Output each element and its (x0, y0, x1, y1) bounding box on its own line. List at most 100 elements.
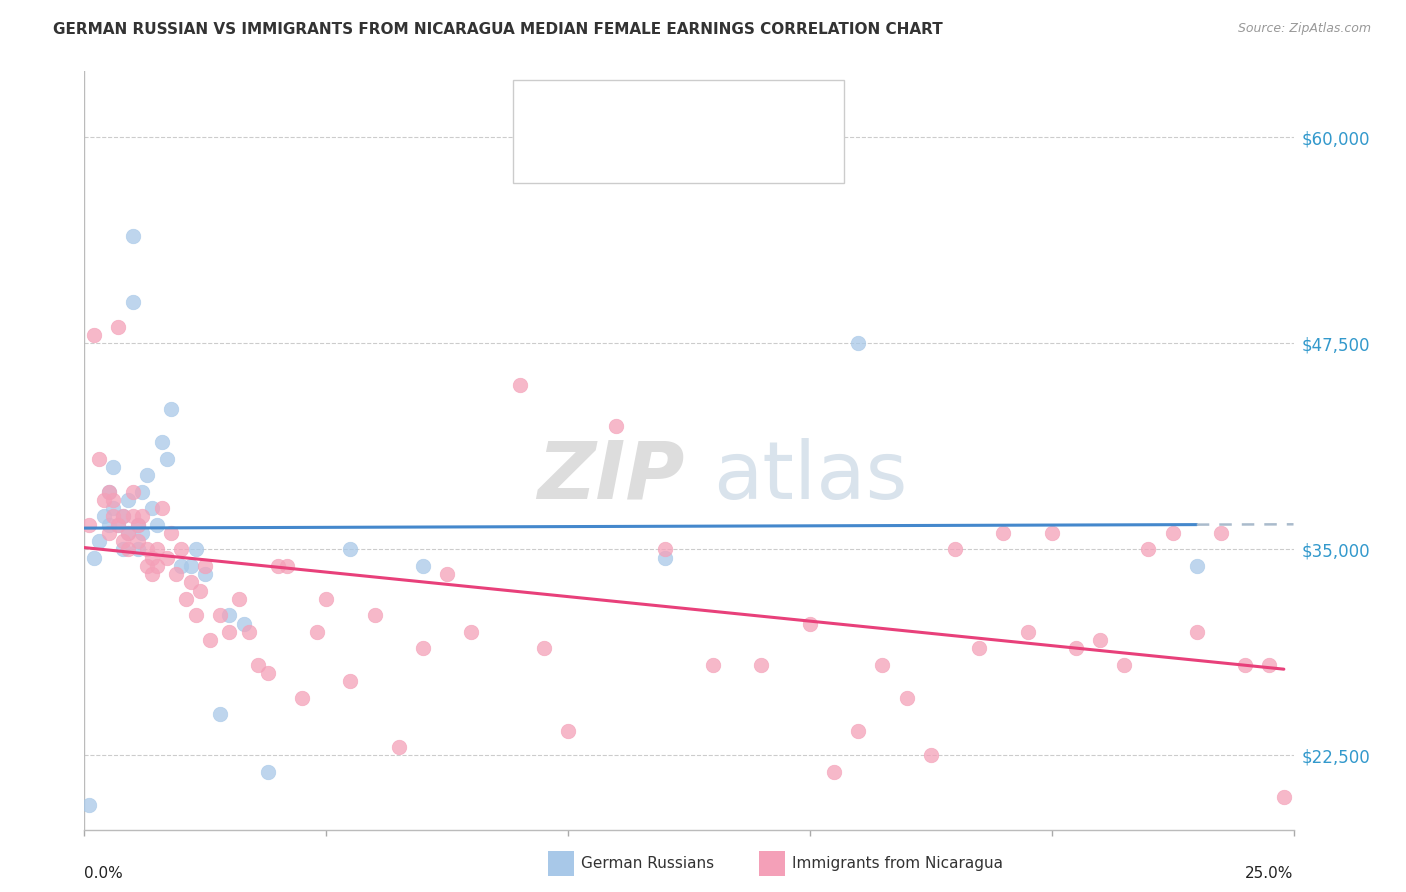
Point (112, 542, 135, 557)
Text: 38: 38 (738, 104, 761, 123)
Point (194, 558, 217, 573)
Point (1185, 558, 1208, 573)
Point (77, 517, 100, 532)
Point (654, 550, 676, 565)
Point (117, 525, 139, 540)
Point (127, 542, 149, 557)
Point (77, 797, 100, 812)
Text: -0.311: -0.311 (614, 151, 673, 169)
Point (1114, 657, 1136, 672)
Point (107, 517, 129, 532)
Point (1064, 641, 1087, 656)
Text: Source: ZipAtlas.com: Source: ZipAtlas.com (1237, 22, 1371, 36)
Point (238, 624, 260, 639)
Point (146, 542, 169, 557)
Point (141, 550, 163, 565)
Text: ZIP: ZIP (537, 438, 685, 516)
Point (388, 740, 411, 755)
Point (146, 558, 169, 573)
Point (208, 707, 231, 722)
Point (823, 764, 845, 779)
Point (228, 591, 250, 606)
Point (136, 558, 159, 573)
Point (83, 328, 105, 343)
Text: 25.0%: 25.0% (1246, 866, 1294, 880)
Point (412, 558, 434, 573)
Point (846, 336, 869, 351)
Point (247, 657, 270, 672)
Point (751, 657, 773, 672)
Point (121, 509, 143, 524)
Point (160, 402, 183, 417)
Point (170, 542, 193, 557)
Point (184, 542, 207, 557)
Point (141, 501, 163, 516)
Point (103, 459, 125, 474)
Point (208, 608, 231, 623)
Text: 0.0%: 0.0% (84, 866, 124, 880)
Point (1272, 789, 1295, 804)
Point (97, 517, 120, 532)
Point (194, 567, 217, 582)
Point (121, 484, 143, 499)
Point (1017, 624, 1039, 639)
Point (315, 591, 337, 606)
Point (654, 542, 676, 557)
Point (436, 567, 458, 582)
Point (943, 542, 966, 557)
Point (155, 550, 177, 565)
Point (127, 517, 149, 532)
Point (107, 319, 129, 334)
Point (155, 451, 177, 466)
Point (127, 517, 149, 532)
Point (150, 501, 173, 516)
Point (174, 591, 197, 606)
Point (87, 451, 110, 466)
Text: R =: R = (572, 104, 609, 123)
Point (150, 435, 173, 450)
Point (339, 674, 361, 689)
Point (117, 542, 139, 557)
Point (1258, 657, 1281, 672)
Point (533, 641, 555, 656)
Point (146, 517, 169, 532)
Point (103, 492, 125, 507)
Point (363, 608, 385, 623)
Point (967, 641, 990, 656)
Point (276, 558, 298, 573)
Text: German Russians: German Russians (581, 856, 714, 871)
Point (121, 229, 143, 244)
Point (131, 484, 153, 499)
Point (993, 525, 1015, 540)
Point (1185, 624, 1208, 639)
Point (190, 583, 212, 598)
Point (1234, 657, 1257, 672)
Point (257, 764, 280, 779)
Text: atlas: atlas (713, 438, 907, 516)
Text: R =: R = (572, 151, 613, 169)
Point (605, 418, 627, 433)
Point (267, 558, 290, 573)
Point (112, 509, 135, 524)
Point (799, 616, 821, 631)
Point (846, 723, 869, 738)
Point (180, 575, 202, 590)
Point (1137, 542, 1160, 557)
Text: Immigrants from Nicaragua: Immigrants from Nicaragua (792, 856, 1002, 871)
Point (184, 608, 207, 623)
Point (1040, 525, 1063, 540)
Point (136, 468, 159, 483)
Point (112, 534, 135, 549)
Text: N =: N = (699, 104, 735, 123)
Point (93, 492, 115, 507)
Point (103, 509, 125, 524)
Point (218, 608, 240, 623)
Point (131, 525, 153, 540)
Point (83, 550, 105, 565)
Point (460, 624, 482, 639)
Point (339, 542, 361, 557)
Point (1161, 525, 1184, 540)
Point (872, 657, 894, 672)
Point (165, 567, 187, 582)
Point (412, 641, 434, 656)
